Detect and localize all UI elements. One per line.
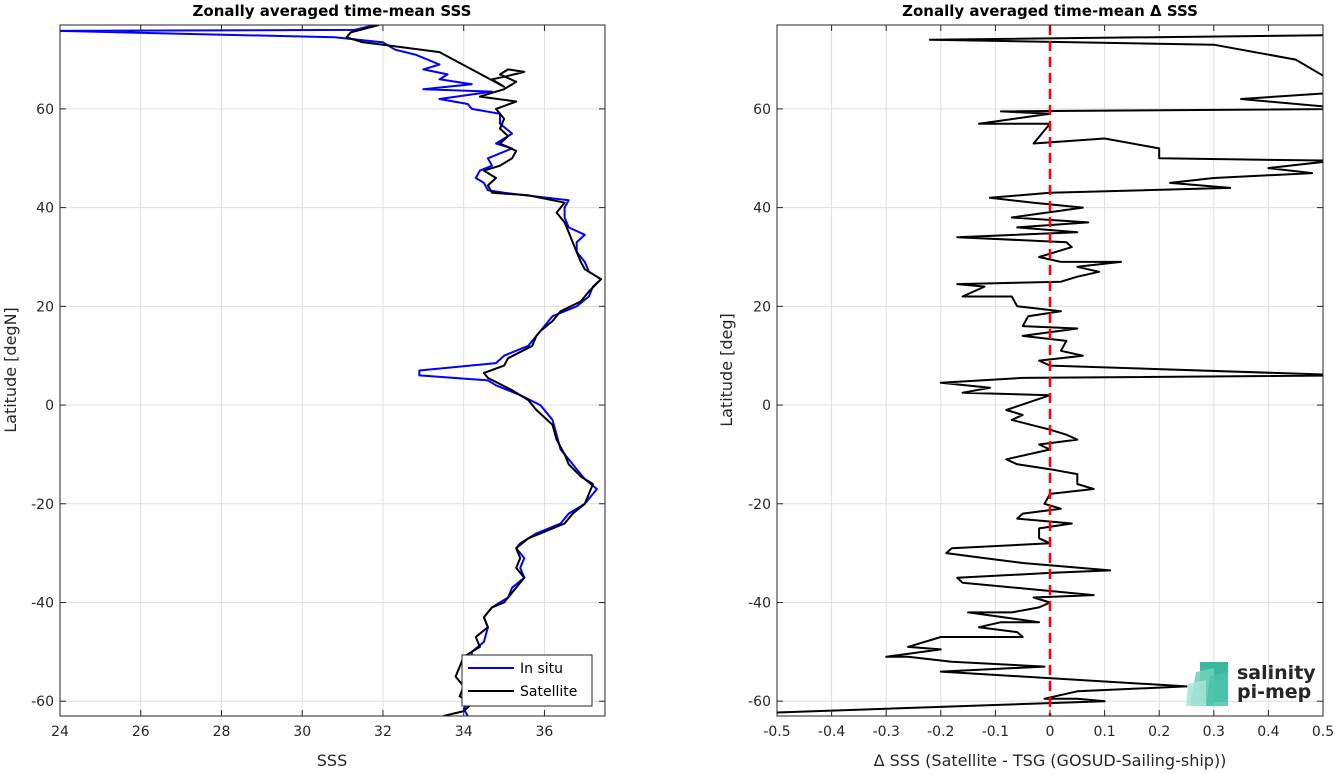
right-chart-series <box>777 25 1323 716</box>
y-tick-label: 60 <box>753 102 771 118</box>
x-tick-label: -0.3 <box>873 724 900 740</box>
left-chart-title: Zonally averaged time-mean SSS <box>193 2 472 20</box>
x-tick-label: 34 <box>455 724 473 740</box>
legend: In situ Satellite <box>461 654 593 707</box>
x-tick-label: 26 <box>132 724 150 740</box>
right-chart-title: Zonally averaged time-mean Δ SSS <box>902 2 1198 20</box>
x-tick-label: 0.1 <box>1093 724 1115 740</box>
legend-label-satellite: Satellite <box>520 684 577 700</box>
x-tick-label: -0.4 <box>818 724 845 740</box>
left-chart-grid <box>59 25 605 716</box>
x-tick-label: 0.5 <box>1312 724 1334 740</box>
x-tick-label: 36 <box>536 724 554 740</box>
series-line-delta-sss <box>777 34 1323 714</box>
right-chart-ticks: -0.5 -0.4 -0.3 -0.2 -0.1 0 0.1 0.2 0.3 0.4 0.5 -60 -… <box>748 25 1334 740</box>
x-tick-label: 32 <box>374 724 392 740</box>
left-chart-ticks: 24 26 28 30 32 34 36 -60 -40 -20 0 20 40 60 <box>31 25 605 740</box>
y-tick-label: -20 <box>31 497 54 513</box>
left-chart: 24 26 28 30 32 34 36 -60 -40 -20 0 20 40 60 Zonally a… <box>1 2 606 770</box>
x-tick-label: 0.2 <box>1148 724 1170 740</box>
series-line-satellite <box>345 25 602 716</box>
logo-wave-icon <box>1186 662 1228 706</box>
y-tick-label: 40 <box>753 201 771 217</box>
right-y-axis-label: Latitude [deg] <box>717 313 736 427</box>
logo-line2: pi-mep <box>1237 681 1311 703</box>
left-x-axis-label: SSS <box>317 751 347 770</box>
logo-line1: salinity <box>1237 662 1316 684</box>
y-tick-label: -40 <box>748 595 771 611</box>
x-tick-label: 0.3 <box>1203 724 1225 740</box>
legend-label-in-situ: In situ <box>520 661 563 677</box>
x-tick-label: -0.1 <box>982 724 1009 740</box>
y-tick-label: 20 <box>753 299 771 315</box>
y-tick-label: -60 <box>748 694 771 710</box>
x-tick-label: -0.5 <box>763 724 790 740</box>
x-tick-label: 28 <box>213 724 231 740</box>
right-x-axis-label: Δ SSS (Satellite - TSG (GOSUD-Sailing-sh… <box>874 751 1227 770</box>
y-tick-label: -60 <box>31 694 54 710</box>
x-tick-label: 30 <box>293 724 311 740</box>
y-tick-label: 0 <box>762 398 771 414</box>
y-tick-label: -40 <box>31 595 54 611</box>
y-tick-label: -20 <box>748 497 771 513</box>
right-chart: -0.5 -0.4 -0.3 -0.2 -0.1 0 0.1 0.2 0.3 0.4 0.5 -60 -… <box>717 2 1334 770</box>
y-tick-label: 60 <box>36 102 54 118</box>
left-y-axis-label: Latitude [degN] <box>1 307 20 433</box>
x-tick-label: -0.2 <box>927 724 954 740</box>
series-line-in-situ <box>60 25 602 716</box>
x-tick-label: 0.4 <box>1257 724 1279 740</box>
y-tick-label: 0 <box>45 398 54 414</box>
y-tick-label: 20 <box>36 299 54 315</box>
y-tick-label: 40 <box>36 201 54 217</box>
x-tick-label: 0 <box>1046 724 1055 740</box>
x-tick-label: 24 <box>51 724 69 740</box>
salinity-pi-mep-logo: salinity pi-mep <box>1186 662 1316 706</box>
left-chart-series <box>60 25 602 716</box>
